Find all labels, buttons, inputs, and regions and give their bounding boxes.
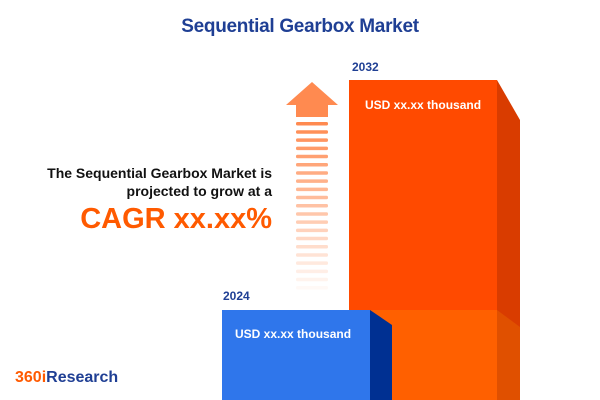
- bar-2032-lower-side: [497, 310, 520, 400]
- page-title: Sequential Gearbox Market: [181, 16, 419, 37]
- description: The Sequential Gearbox Market is project…: [47, 164, 272, 200]
- logo-part-2: Research: [46, 369, 119, 386]
- bar-2024-value-label: USD xx.xx thousand: [235, 327, 352, 341]
- arrow-stripe: [296, 130, 328, 134]
- arrow-stripe: [296, 146, 328, 151]
- arrow-stripe: [296, 253, 328, 257]
- logo-part-1: 360i: [15, 369, 47, 386]
- arrow-stripe: [296, 154, 328, 159]
- arrow-stripe: [296, 277, 328, 282]
- logo: 360iResearch: [15, 369, 118, 387]
- bar-2024-side: [370, 310, 392, 400]
- arrow-stripe: [296, 138, 328, 142]
- description-line-1: The Sequential Gearbox Market is: [47, 165, 272, 181]
- arrow-stripe: [296, 204, 328, 208]
- arrow-head: [286, 82, 338, 117]
- arrow-stripe: [296, 245, 328, 249]
- arrow-stripe: [296, 187, 328, 192]
- arrow-stripe: [296, 269, 328, 274]
- arrow-stripe: [296, 212, 328, 216]
- arrow-stripe: [296, 220, 328, 224]
- growth-arrow-up-icon: [286, 82, 338, 290]
- bar-2024: [222, 310, 370, 400]
- year-2032-label: 2032: [352, 60, 379, 74]
- year-2024-label: 2024: [223, 289, 250, 303]
- arrow-stripe: [296, 163, 328, 167]
- arrow-stripe: [296, 261, 328, 265]
- arrow-stripe: [296, 228, 328, 233]
- arrow-stripe: [296, 171, 328, 175]
- bar-2032-value-label: USD xx.xx thousand: [365, 98, 482, 112]
- cagr-value: CAGR xx.xx%: [80, 203, 272, 235]
- arrow-stripe: [296, 179, 328, 183]
- arrow-stripe: [296, 122, 328, 126]
- arrow-stripe: [296, 195, 328, 200]
- arrow-stripe: [296, 286, 328, 290]
- arrow-stripe: [296, 236, 328, 241]
- description-line-2: projected to grow at a: [126, 183, 272, 199]
